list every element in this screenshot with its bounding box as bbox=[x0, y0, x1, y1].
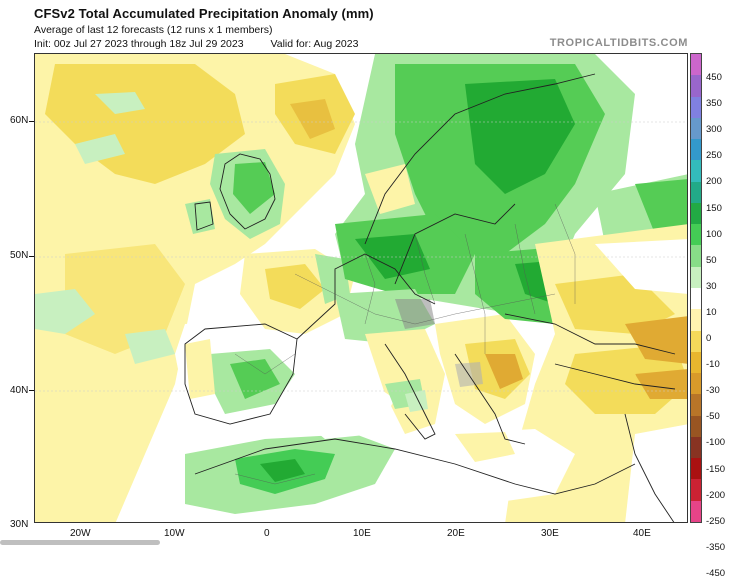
lat-label-40n: 40N bbox=[10, 385, 29, 396]
colorbar-segment bbox=[691, 75, 701, 98]
colorbar-segment bbox=[691, 288, 701, 310]
colorbar-segment bbox=[691, 139, 701, 161]
lat-tick bbox=[29, 121, 34, 122]
colorbar-segment bbox=[691, 160, 701, 183]
lat-label-50n: 50N bbox=[10, 250, 29, 261]
colorbar-label: -100 bbox=[706, 437, 726, 449]
map-canvas bbox=[35, 54, 687, 522]
colorbar-label: 450 bbox=[706, 72, 722, 83]
colorbar-segment bbox=[691, 479, 701, 502]
colorbar-segment bbox=[691, 266, 701, 289]
valid-time: Valid for: Aug 2023 bbox=[270, 38, 359, 50]
colorbar-label: 30 bbox=[706, 280, 717, 292]
lat-tick bbox=[29, 256, 34, 257]
lon-label-20w: 20W bbox=[70, 528, 91, 539]
horizontal-scrollbar[interactable] bbox=[0, 540, 160, 545]
colorbar-label: 0 bbox=[706, 333, 712, 344]
colorbar-label: -150 bbox=[706, 463, 726, 475]
lon-label-0: 0 bbox=[264, 528, 270, 539]
lat-label-30n: 30N bbox=[10, 519, 29, 530]
colorbar-segment bbox=[691, 309, 701, 332]
colorbar-segment bbox=[691, 224, 701, 246]
colorbar-segment bbox=[691, 500, 701, 522]
brand-watermark[interactable]: TROPICALTIDBITS.COM bbox=[549, 37, 688, 49]
graticule bbox=[35, 121, 687, 392]
lon-label-30e: 30E bbox=[541, 528, 559, 539]
colorbar-label: -250 bbox=[706, 515, 726, 527]
colorbar-label: 50 bbox=[706, 254, 717, 266]
france-region bbox=[240, 249, 355, 334]
colorbar-label: -30 bbox=[706, 385, 720, 397]
colorbar-segment bbox=[691, 415, 701, 438]
colorbar-label: -50 bbox=[706, 411, 720, 423]
colorbar-label: 250 bbox=[706, 150, 722, 162]
wet-anomaly-atlantic bbox=[35, 92, 175, 364]
colorbar bbox=[690, 53, 702, 523]
precipitation-anomaly-map bbox=[34, 53, 688, 523]
lon-label-20e: 20E bbox=[447, 528, 465, 539]
colorbar-segment bbox=[691, 330, 701, 353]
north-africa-wet bbox=[185, 434, 395, 514]
colorbar-segment bbox=[691, 458, 701, 480]
colorbar-segment bbox=[691, 181, 701, 204]
colorbar-segment bbox=[691, 54, 701, 76]
mediterranean-sea bbox=[295, 379, 575, 504]
borders bbox=[234, 203, 576, 485]
colorbar-segment bbox=[691, 394, 701, 417]
lat-label-60n: 60N bbox=[10, 115, 29, 126]
chart-title: CFSv2 Total Accumulated Precipitation An… bbox=[34, 6, 374, 21]
colorbar-label: -350 bbox=[706, 541, 726, 553]
colorbar-segment bbox=[691, 245, 701, 268]
colorbar-segment bbox=[691, 436, 701, 459]
chart-subtitle: Average of last 12 forecasts (12 runs x … bbox=[34, 24, 273, 36]
colorbar-segment bbox=[691, 373, 701, 395]
lon-label-40e: 40E bbox=[633, 528, 651, 539]
lat-tick bbox=[29, 390, 34, 391]
iberia-region bbox=[175, 319, 305, 434]
colorbar-segment bbox=[691, 351, 701, 374]
colorbar-label: 350 bbox=[706, 98, 722, 110]
colorbar-segment bbox=[691, 202, 701, 225]
colorbar-label: 200 bbox=[706, 176, 722, 188]
colorbar-label: 10 bbox=[706, 306, 717, 318]
colorbar-label: -10 bbox=[706, 359, 720, 371]
colorbar-label: 150 bbox=[706, 202, 722, 214]
colorbar-label: -200 bbox=[706, 489, 726, 501]
colorbar-label: 100 bbox=[706, 228, 722, 240]
lon-label-10w: 10W bbox=[164, 528, 185, 539]
init-valid-line: Init: 00z Jul 27 2023 through 18z Jul 29… bbox=[34, 38, 358, 50]
colorbar-segment bbox=[691, 117, 701, 140]
init-time: Init: 00z Jul 27 2023 through 18z Jul 29… bbox=[34, 38, 244, 50]
colorbar-label: -450 bbox=[706, 567, 726, 579]
colorbar-label: 300 bbox=[706, 124, 722, 136]
colorbar-segment bbox=[691, 96, 701, 119]
lon-label-10e: 10E bbox=[353, 528, 371, 539]
